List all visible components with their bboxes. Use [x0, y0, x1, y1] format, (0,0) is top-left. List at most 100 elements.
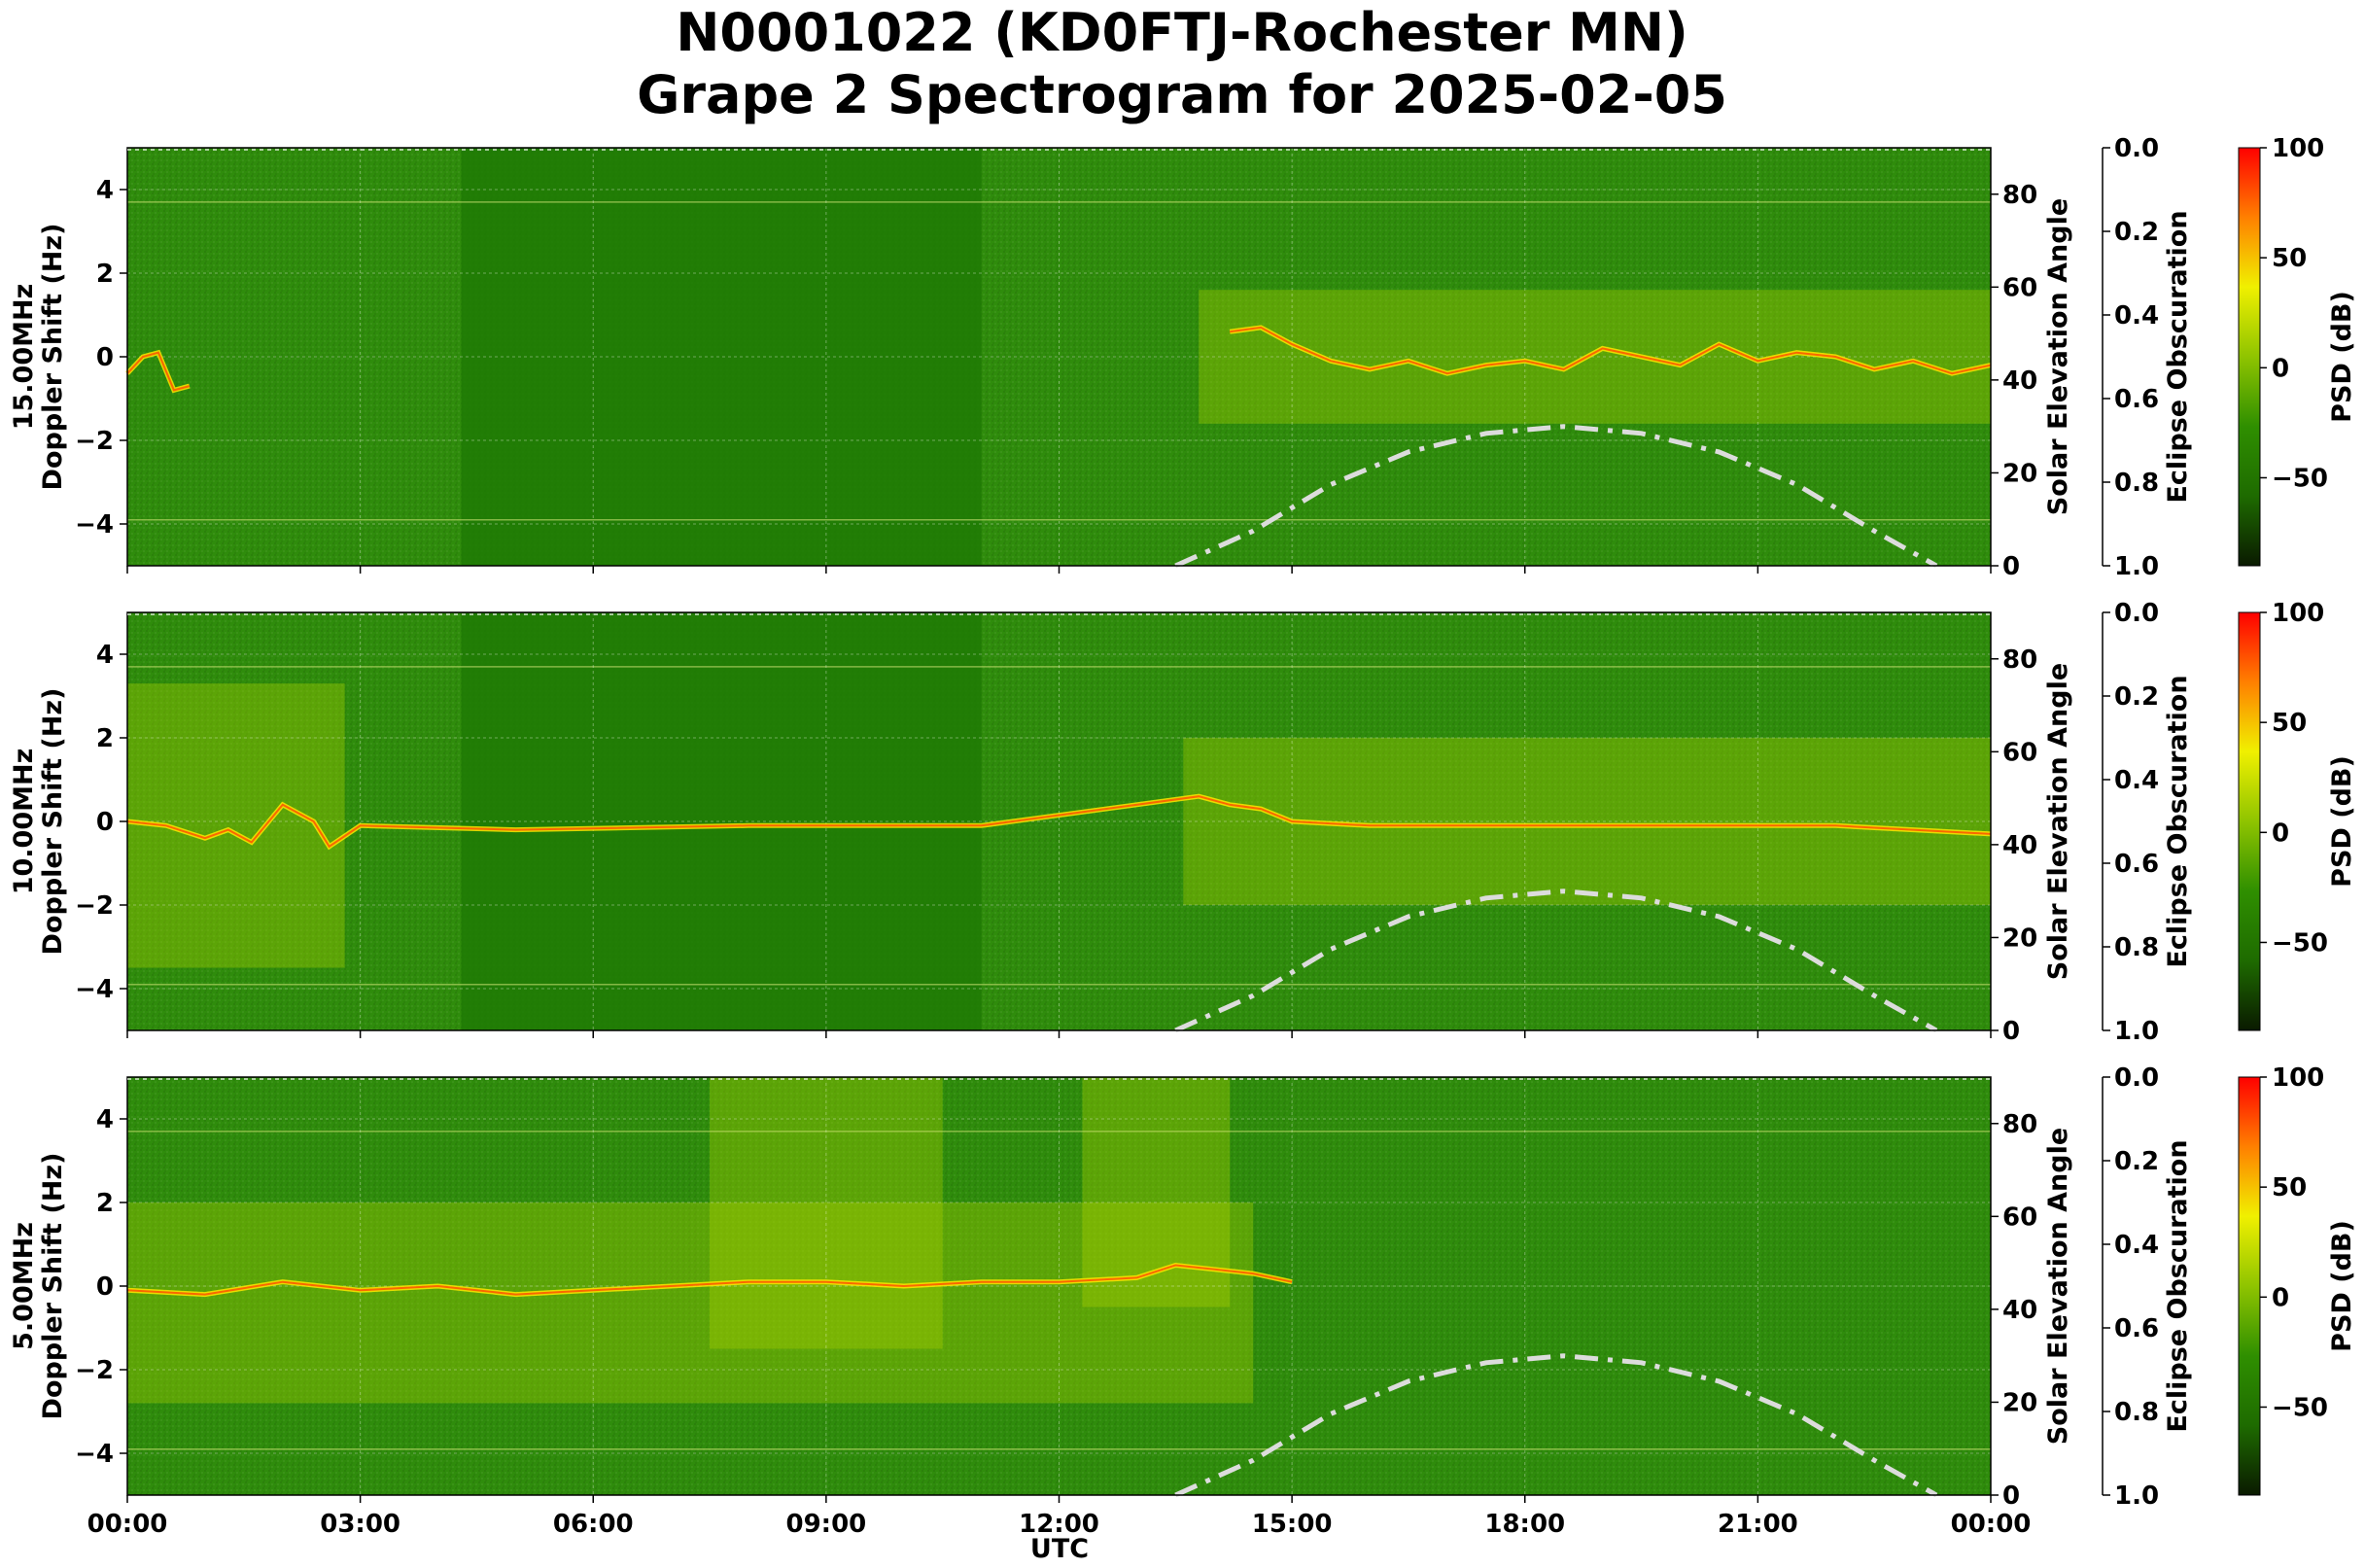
- x-tick-label: 15:00: [1252, 1510, 1333, 1539]
- y-tick-label: 0: [96, 808, 114, 837]
- eclipse-tick-label: 0.6: [2114, 1314, 2159, 1343]
- spectrogram-texture: [127, 612, 1991, 1030]
- panel-frequency-label: 10.00MHz: [9, 749, 39, 895]
- eclipse-tick-label: 1.0: [2114, 1017, 2159, 1046]
- eclipse-tick-label: 0.8: [2114, 469, 2159, 498]
- elevation-tick-label: 20: [2002, 923, 2037, 953]
- x-tick-label: 18:00: [1484, 1510, 1565, 1539]
- doppler-trace-core: [126, 1264, 1293, 1296]
- eclipse-tick-label: 0.4: [2114, 766, 2159, 795]
- colorbar-tick-label: 100: [2272, 1063, 2324, 1093]
- panel-15.00MHz: 420−2−415.00MHz Doppler Shift (Hz)0204060…: [9, 134, 2357, 581]
- x-tick-label: 06:00: [553, 1510, 634, 1539]
- elevation-tick-label: 80: [2002, 645, 2037, 675]
- y-axis-label: Doppler Shift (Hz): [38, 224, 68, 491]
- colorbar-tick-label: −50: [2272, 464, 2328, 493]
- eclipse-tick-label: 0.6: [2114, 385, 2159, 414]
- x-tick-label: 00:00: [87, 1510, 168, 1539]
- elevation-axis-label: Solar Elevation Angle: [2043, 663, 2073, 980]
- doppler-trace-core: [126, 795, 1992, 849]
- elevation-tick-label: 60: [2002, 1202, 2037, 1232]
- y-tick-label: −4: [75, 510, 114, 540]
- doppler-spread: [1199, 290, 1991, 424]
- eclipse-axis-label: Eclipse Obscuration: [2163, 1139, 2193, 1432]
- eclipse-tick-label: 1.0: [2114, 552, 2159, 581]
- eclipse-tick-label: 0.6: [2114, 850, 2159, 879]
- spectrogram-panels: 420−2−415.00MHz Doppler Shift (Hz)0204060…: [9, 134, 2357, 1539]
- y-tick-label: 4: [96, 641, 114, 670]
- elevation-tick-label: 40: [2002, 366, 2037, 396]
- doppler-trace-core: [126, 326, 1992, 392]
- elevation-tick-label: 80: [2002, 1110, 2037, 1139]
- y-tick-label: 4: [96, 1105, 114, 1134]
- elevation-tick-label: 0: [2002, 1481, 2020, 1511]
- solar-elevation-curve: [1174, 1353, 1938, 1498]
- y-tick-label: −4: [75, 975, 114, 1004]
- elevation-tick-label: 0: [2002, 1017, 2020, 1046]
- colorbar: [2238, 147, 2261, 567]
- elevation-tick-label: 80: [2002, 181, 2037, 210]
- eclipse-axis-label: Eclipse Obscuration: [2163, 675, 2193, 967]
- panel-frequency-label: 15.00MHz: [9, 284, 39, 431]
- elevation-tick-label: 0: [2002, 552, 2020, 581]
- panel-frequency-label: 5.00MHz: [9, 1222, 39, 1350]
- eclipse-tick-label: 0.4: [2114, 301, 2159, 331]
- eclipse-axis-label: Eclipse Obscuration: [2163, 210, 2193, 503]
- elevation-tick-label: 20: [2002, 459, 2037, 488]
- y-tick-label: −2: [75, 427, 114, 456]
- eclipse-tick-label: 0.2: [2114, 1147, 2159, 1176]
- colorbar: [2238, 611, 2261, 1031]
- elevation-tick-label: 40: [2002, 1296, 2037, 1325]
- colorbar-label: PSD (dB): [2327, 1220, 2357, 1352]
- panel-10.00MHz: 420−2−410.00MHz Doppler Shift (Hz)0204060…: [9, 599, 2357, 1046]
- quiet-region: [461, 612, 982, 1030]
- y-tick-label: 2: [96, 1189, 114, 1218]
- elevation-tick-label: 40: [2002, 831, 2037, 860]
- eclipse-tick-label: 0.2: [2114, 218, 2159, 247]
- colorbar-label: PSD (dB): [2327, 755, 2357, 888]
- y-tick-label: 2: [96, 724, 114, 753]
- colorbar-tick-label: 50: [2272, 709, 2307, 738]
- y-axis-label: Doppler Shift (Hz): [38, 688, 68, 956]
- panel-5.00MHz: 420−2−45.00MHz Doppler Shift (Hz)02040608…: [9, 1063, 2357, 1539]
- x-tick-label: 21:00: [1718, 1510, 1798, 1539]
- elevation-tick-label: 60: [2002, 273, 2037, 302]
- x-axis-label: UTC: [1030, 1534, 1089, 1564]
- elevation-axis-label: Solar Elevation Angle: [2043, 1128, 2073, 1445]
- y-axis-label: Doppler Shift (Hz): [38, 1153, 68, 1420]
- colorbar: [2238, 1076, 2261, 1496]
- x-tick-label: 12:00: [1019, 1510, 1099, 1539]
- eclipse-tick-label: 0.0: [2114, 134, 2159, 163]
- doppler-spread: [710, 1077, 943, 1349]
- eclipse-tick-label: 0.8: [2114, 933, 2159, 962]
- eclipse-tick-label: 1.0: [2114, 1481, 2159, 1511]
- x-tick-label: 00:00: [1951, 1510, 2032, 1539]
- colorbar-tick-label: −50: [2272, 928, 2328, 958]
- elevation-tick-label: 60: [2002, 738, 2037, 767]
- figure-title-line1: N0001022 (KD0FTJ-Rochester MN): [676, 2, 1688, 63]
- colorbar-tick-label: 100: [2272, 134, 2324, 163]
- x-tick-label: 09:00: [785, 1510, 866, 1539]
- colorbar-tick-label: 100: [2272, 599, 2324, 628]
- colorbar-tick-label: 0: [2272, 819, 2289, 848]
- quiet-region: [461, 148, 982, 566]
- eclipse-tick-label: 0.0: [2114, 599, 2159, 628]
- y-tick-label: −4: [75, 1440, 114, 1469]
- colorbar-tick-label: 50: [2272, 244, 2307, 273]
- y-tick-label: 2: [96, 260, 114, 289]
- y-tick-label: 4: [96, 176, 114, 205]
- solar-elevation-curve: [1174, 424, 1938, 569]
- eclipse-tick-label: 0.2: [2114, 682, 2159, 712]
- colorbar-label: PSD (dB): [2327, 291, 2357, 423]
- colorbar-tick-label: 0: [2272, 1283, 2289, 1312]
- colorbar-tick-label: −50: [2272, 1393, 2328, 1422]
- solar-elevation-curve: [1174, 889, 1938, 1033]
- colorbar-tick-label: 50: [2272, 1173, 2307, 1202]
- colorbar-tick-label: 0: [2272, 354, 2289, 383]
- y-tick-label: 0: [96, 1272, 114, 1302]
- eclipse-tick-label: 0.0: [2114, 1063, 2159, 1093]
- x-tick-label: 03:00: [320, 1510, 400, 1539]
- y-tick-label: 0: [96, 343, 114, 372]
- figure-title-line2: Grape 2 Spectrogram for 2025-02-05: [637, 64, 1727, 125]
